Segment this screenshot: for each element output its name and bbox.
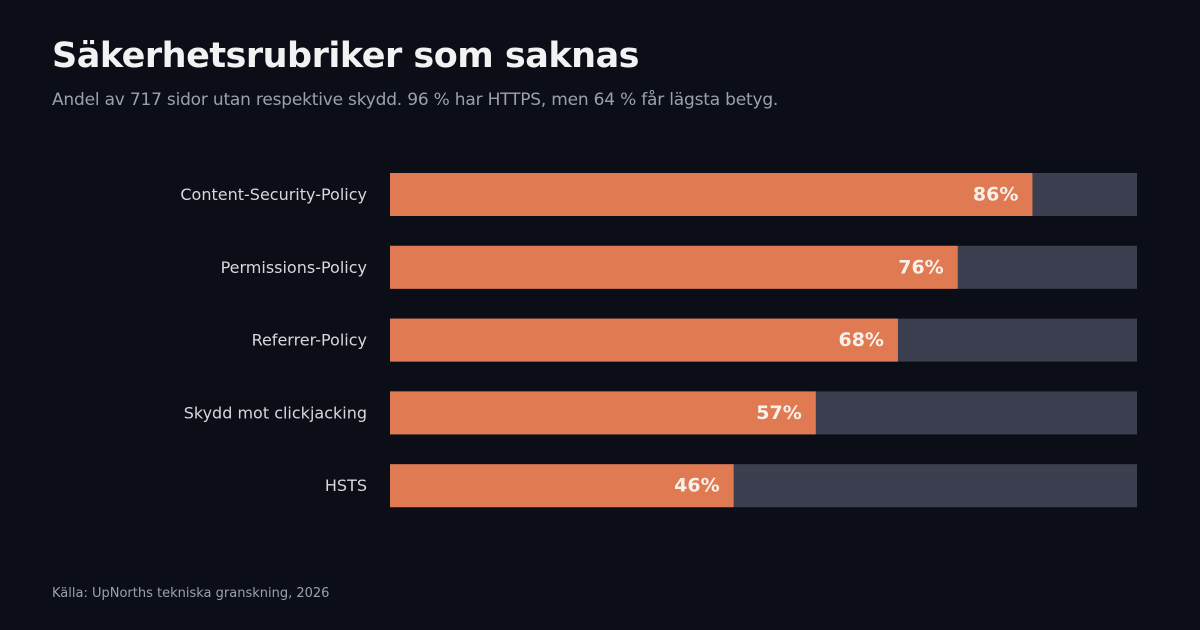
value-label: 68% xyxy=(838,329,883,351)
chart-subtitle: Andel av 717 sidor utan respektive skydd… xyxy=(52,90,779,110)
category-label: HSTS xyxy=(325,476,367,495)
category-label: Referrer-Policy xyxy=(252,331,367,350)
category-label: Permissions-Policy xyxy=(221,258,367,277)
bar xyxy=(390,173,1033,216)
category-label: Skydd mot clickjacking xyxy=(184,403,367,422)
bar xyxy=(390,391,816,435)
value-label: 76% xyxy=(898,256,943,278)
source-note: Källa: UpNorths tekniska granskning, 202… xyxy=(52,586,330,601)
value-label: 86% xyxy=(973,184,1018,206)
value-label: 57% xyxy=(756,402,801,424)
bar xyxy=(390,245,958,289)
bar xyxy=(390,318,898,362)
bar xyxy=(390,464,734,508)
category-label: Content-Security-Policy xyxy=(180,185,367,204)
value-label: 46% xyxy=(674,475,719,497)
chart-title: Säkerhetsrubriker som saknas xyxy=(52,36,640,76)
